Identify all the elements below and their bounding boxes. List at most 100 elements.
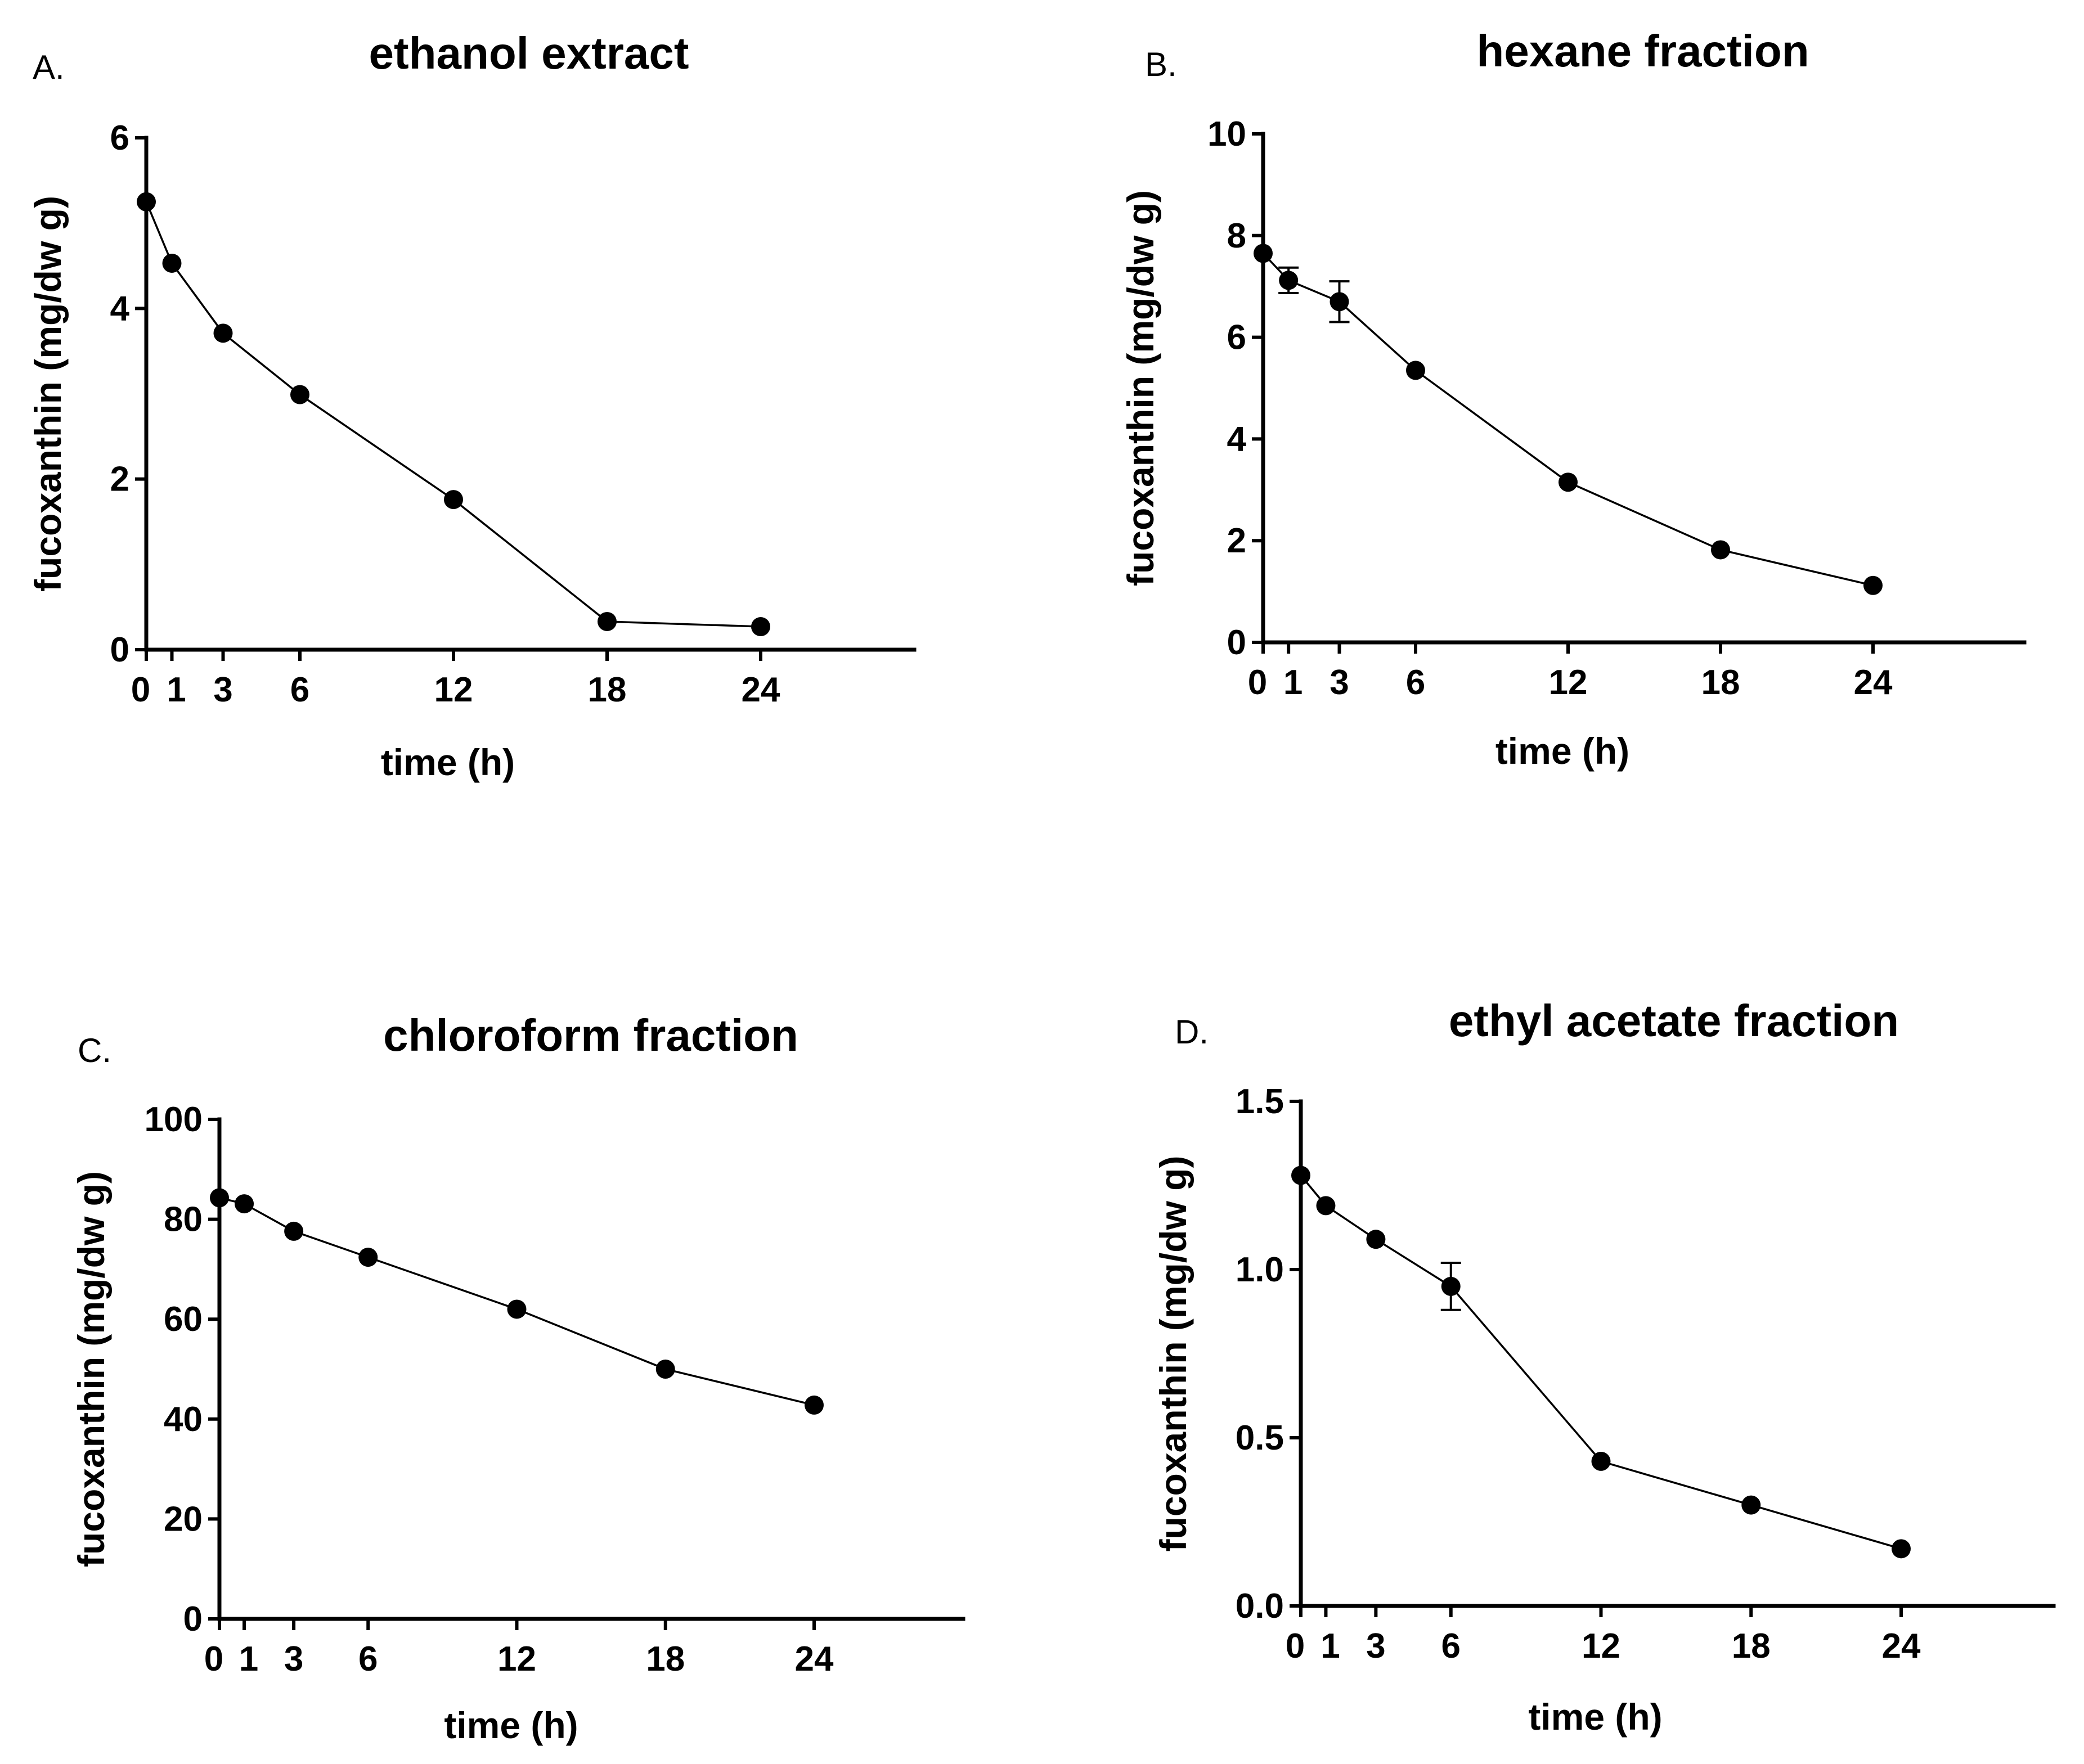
x-tick-label: 1 (167, 670, 186, 709)
data-point (1892, 1539, 1911, 1559)
y-tick-label: 100 (145, 1100, 203, 1139)
y-axis-label: fucoxanthin (mg/dw g) (1120, 190, 1161, 586)
y-tick-label: 8 (1227, 217, 1246, 255)
data-point (1863, 575, 1883, 595)
y-tick-label: 60 (164, 1300, 203, 1339)
y-tick-label: 0.0 (1236, 1587, 1284, 1626)
y-tick-label: 1.5 (1236, 1082, 1284, 1121)
data-point (137, 192, 156, 212)
x-tick-label: 24 (1882, 1627, 1921, 1666)
series-line (1262, 253, 1874, 587)
x-tick-label: 6 (1441, 1627, 1461, 1666)
x-tick-label: 18 (646, 1640, 685, 1678)
x-tick-label: 12 (1549, 663, 1588, 702)
x-axis-label: time (h) (1528, 1696, 1662, 1738)
panel-letter: B. (1145, 46, 1177, 83)
x-tick-label: 3 (1330, 663, 1349, 702)
x-axis-label: time (h) (381, 741, 515, 783)
y-axis-label: fucoxanthin (mg/dw g) (1152, 1156, 1194, 1552)
y-tick-label: 0 (1227, 623, 1246, 662)
y-tick-label: 0 (110, 631, 129, 669)
y-tick-label: 1.0 (1236, 1250, 1284, 1289)
y-tick-label: 4 (110, 289, 130, 328)
data-point (1316, 1196, 1336, 1216)
series-line (1300, 1174, 1902, 1550)
panel-letter: A. (33, 48, 65, 86)
data-point (1291, 1166, 1310, 1185)
x-tick-label: 1 (1283, 663, 1302, 702)
data-point (1366, 1230, 1386, 1249)
x-tick-label: 6 (290, 670, 309, 709)
data-point (1406, 361, 1425, 380)
x-axis-label: time (h) (444, 1704, 578, 1746)
x-tick-label: 0 (204, 1640, 223, 1678)
series-line (145, 201, 761, 628)
x-tick-label: 1 (239, 1640, 258, 1678)
data-point (1741, 1495, 1761, 1515)
data-point (290, 385, 309, 404)
x-tick-label: 24 (795, 1640, 834, 1678)
y-tick-label: 4 (1227, 420, 1247, 458)
y-tick-label: 6 (110, 119, 129, 158)
y-tick-label: 2 (110, 460, 129, 499)
x-tick-label: 0 (131, 670, 150, 709)
x-axis-label: time (h) (1495, 730, 1629, 772)
y-tick-label: 80 (164, 1200, 203, 1239)
data-point (235, 1194, 254, 1214)
data-point (162, 253, 182, 273)
chart-panel-3: C. chloroform fraction 0 20 40 60 80 100 0 1 3 6 12 1… (70, 1010, 965, 1746)
y-tick-label: 20 (164, 1500, 203, 1538)
chart-title: chloroform fraction (383, 1010, 798, 1060)
panel-letter: D. (1175, 1013, 1209, 1051)
x-tick-label: 24 (1854, 663, 1893, 702)
data-point (213, 323, 233, 343)
x-tick-label: 6 (1406, 663, 1425, 702)
x-tick-label: 12 (1582, 1627, 1620, 1666)
chart-panel-4: D. ethyl acetate fraction 0.0 0.5 1.0 1.5 0 1 3 6… (1152, 996, 2056, 1738)
data-point (1558, 472, 1578, 492)
data-point (751, 617, 770, 637)
data-point (598, 611, 617, 631)
data-point (1254, 244, 1273, 263)
y-tick-label: 2 (1227, 521, 1246, 560)
panel-letter: C. (78, 1032, 111, 1069)
x-tick-label: 3 (213, 670, 232, 709)
y-axis-label: fucoxanthin (mg/dw g) (27, 196, 69, 592)
x-tick-label: 1 (1321, 1627, 1340, 1666)
data-point (210, 1188, 229, 1208)
data-point (1330, 292, 1349, 312)
y-tick-label: 6 (1227, 318, 1246, 357)
data-point (655, 1360, 675, 1379)
data-point (1591, 1451, 1611, 1471)
y-tick-label: 0.5 (1236, 1419, 1284, 1457)
y-tick-label: 0 (183, 1600, 203, 1639)
x-tick-label: 18 (1732, 1627, 1771, 1666)
x-tick-label: 0 (1286, 1627, 1305, 1666)
data-point (1711, 540, 1730, 560)
x-tick-label: 0 (1248, 663, 1267, 702)
y-axis-label: fucoxanthin (mg/dw g) (70, 1171, 112, 1567)
data-point (805, 1395, 824, 1415)
data-point (444, 490, 463, 510)
x-tick-label: 24 (742, 670, 780, 709)
data-point (284, 1221, 304, 1241)
x-tick-label: 12 (434, 670, 473, 709)
data-point (507, 1299, 527, 1319)
x-tick-label: 12 (497, 1640, 536, 1678)
chart-title: ethanol extract (369, 28, 689, 78)
data-point (1279, 271, 1299, 290)
x-tick-label: 3 (284, 1640, 303, 1678)
x-tick-label: 18 (1701, 663, 1740, 702)
data-point (358, 1248, 378, 1267)
x-tick-label: 18 (588, 670, 627, 709)
y-tick-label: 40 (164, 1400, 203, 1439)
chart-title: ethyl acetate fraction (1449, 996, 1899, 1046)
x-tick-label: 3 (1366, 1627, 1385, 1666)
data-point (1441, 1276, 1461, 1296)
y-tick-label: 10 (1207, 115, 1246, 154)
x-tick-label: 6 (358, 1640, 378, 1678)
chart-title: hexane fraction (1476, 26, 1809, 76)
